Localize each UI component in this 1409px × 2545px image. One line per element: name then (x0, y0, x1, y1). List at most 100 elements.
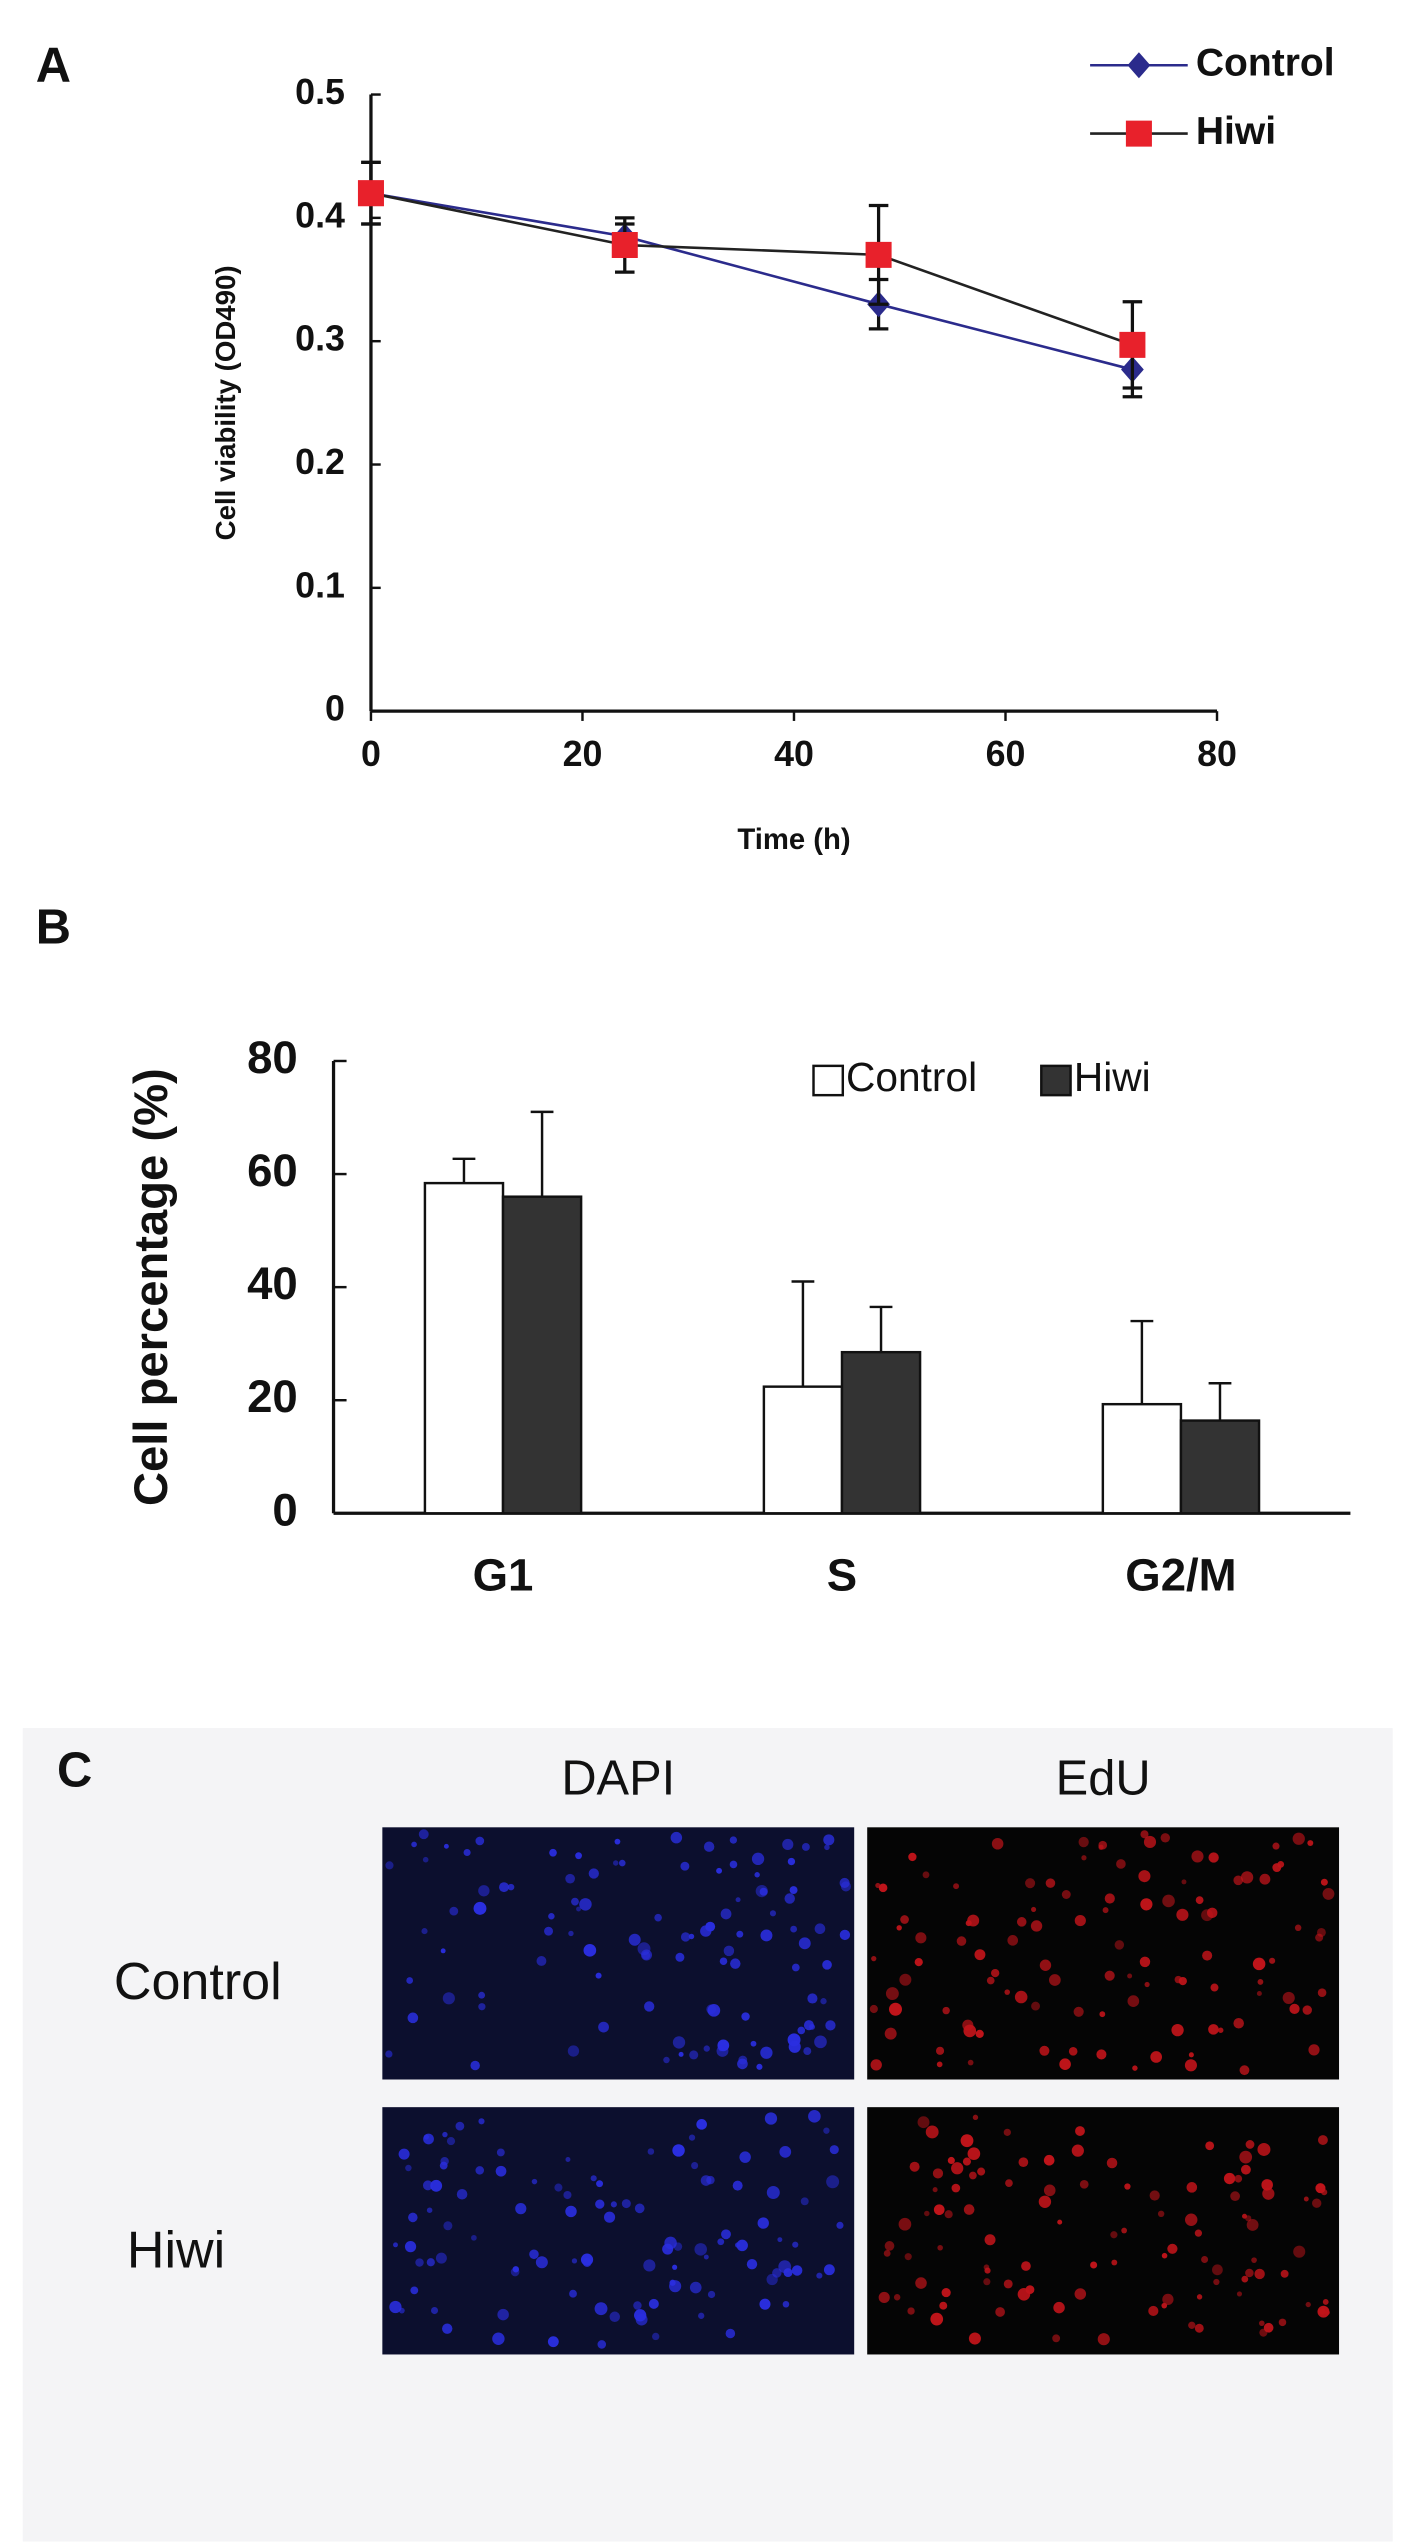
cell-dot (995, 2307, 1005, 2317)
cell-dot (1191, 1850, 1204, 1863)
cell-dot (1007, 1935, 1019, 1946)
cell-dot (569, 2289, 577, 2298)
cell-dot (900, 1915, 909, 1924)
cell-dot (1292, 1832, 1305, 1845)
cell-dot (871, 1955, 877, 1962)
cell-dot (563, 2190, 572, 2200)
cell-dot (1302, 2005, 1312, 2015)
y-tick-label: 0.3 (295, 319, 345, 359)
cell-dot (1272, 1863, 1282, 1873)
point (1119, 331, 1146, 358)
cell-dot (1148, 2305, 1159, 2317)
cell-dot (443, 2221, 453, 2231)
bar (423, 1181, 505, 1515)
cell-dot (947, 2156, 955, 2165)
cell-dot (1124, 2183, 1131, 2190)
cell-dot (596, 2180, 604, 2188)
cell-dot (1132, 2065, 1138, 2071)
cell-dot (791, 1963, 800, 1972)
cell-dot (1272, 1842, 1280, 1850)
cell-dot (1236, 2291, 1243, 2297)
cell-dot (1294, 1924, 1302, 1932)
cell-dot (515, 2203, 527, 2215)
y-tick-label: 20 (247, 1371, 298, 1422)
cell-dot (1263, 2322, 1274, 2333)
cell-dot (956, 1936, 967, 1946)
cell-dot (814, 2035, 827, 2049)
cell-dot (784, 1893, 795, 1904)
error-bar (1208, 1382, 1232, 1421)
legend-marker (1127, 52, 1151, 79)
cell-dot (1104, 1893, 1115, 1904)
cell-dot (925, 2125, 939, 2139)
error-bar (791, 1280, 815, 1387)
cell-dot (1018, 2157, 1029, 2168)
cell-dot (735, 1897, 741, 1903)
cell-dot (1140, 1830, 1149, 1839)
cell-dot (1078, 1836, 1089, 1848)
image-edu-control (867, 1827, 1340, 2080)
cell-dot (603, 2211, 616, 2223)
cell-dot (986, 1976, 995, 1985)
cell-dot (1068, 2047, 1078, 2056)
cell-dot (899, 1973, 912, 1986)
cell-dot (766, 2273, 778, 2286)
cell-dot (1127, 1995, 1140, 2007)
cell-dot (1280, 2269, 1289, 2278)
cell-dot (764, 2112, 778, 2125)
cell-dot (908, 1852, 917, 1862)
cell-dot (1278, 2318, 1287, 2327)
cell-dot (1218, 2027, 1224, 2033)
cell-dot (962, 2019, 974, 2031)
row-label: Control (114, 1953, 282, 2011)
cell-dot (1176, 1908, 1189, 1921)
cell-dot (628, 1933, 641, 1946)
cell-dot (463, 1848, 471, 1857)
cell-dot (963, 2204, 975, 2215)
cell-dot (637, 1942, 651, 1956)
cell-dot (736, 2239, 748, 2252)
cell-dot (1005, 2179, 1013, 2187)
row-label: Hiwi (127, 2221, 225, 2279)
cell-dot (544, 1926, 554, 1936)
cell-dot (924, 2210, 930, 2217)
y-tick-label: 80 (247, 1032, 298, 1083)
cell-dot (737, 2058, 748, 2070)
cell-dot (442, 1992, 455, 2005)
cell-dot (680, 1861, 690, 1871)
cell-dot (678, 2051, 684, 2057)
cell-dot (933, 2204, 945, 2216)
cell-dot (565, 1873, 575, 1884)
cell-dot (825, 2020, 836, 2031)
cell-dot (1030, 1920, 1043, 1932)
cell-dot (496, 2148, 505, 2157)
cell-dot (595, 2199, 605, 2209)
cell-dot (1104, 1970, 1115, 1981)
bar (501, 1195, 583, 1515)
cell-dot (751, 1852, 765, 1866)
cell-dot (1303, 2196, 1309, 2202)
cell-dot (385, 1861, 394, 1870)
cell-dot (1144, 1981, 1150, 1988)
cell-dot (729, 1860, 738, 1869)
cell-dot (878, 2291, 890, 2304)
cell-dot (803, 2047, 812, 2056)
cell-dot (723, 1945, 735, 1957)
cell-dot (613, 1860, 619, 1866)
cell-dot (609, 2311, 620, 2323)
cell-dot (1014, 1990, 1028, 2004)
cell-dot (411, 1841, 417, 1848)
cell-dot (1254, 2268, 1265, 2280)
cell-dot (621, 2199, 631, 2209)
cell-dot (1150, 2051, 1163, 2063)
cell-dot (672, 2144, 685, 2157)
image-dapi-control (382, 1827, 855, 2080)
cell-dot (1233, 1875, 1244, 1886)
cell-dot (1195, 1896, 1204, 1905)
cell-dot (1246, 2219, 1259, 2231)
cell-dot (1240, 1871, 1254, 1884)
cell-dot (932, 2168, 944, 2179)
cell-dot (797, 2026, 806, 2035)
cell-dot (1208, 1852, 1219, 1863)
x-axis-label: Time (h) (737, 823, 850, 856)
